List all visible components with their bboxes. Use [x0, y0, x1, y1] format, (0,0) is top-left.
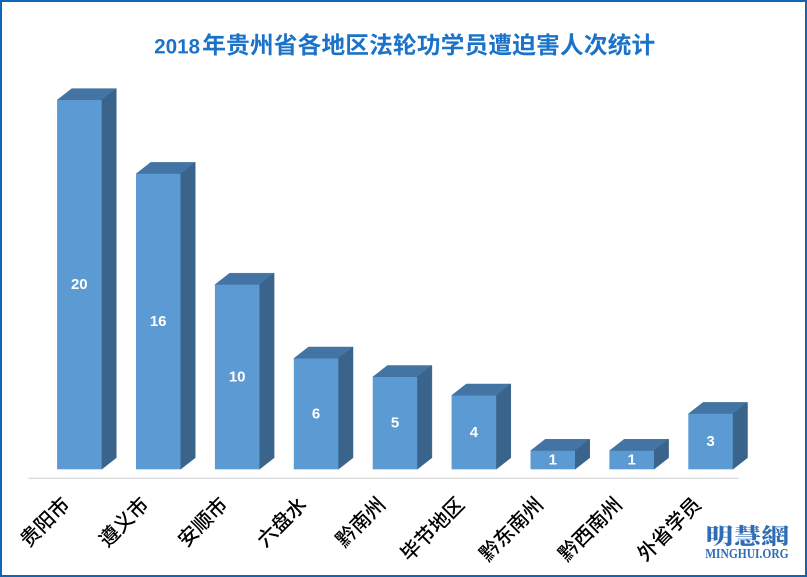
svg-text:MINGHUI.ORG: MINGHUI.ORG: [705, 546, 789, 561]
svg-text:20: 20: [71, 276, 88, 293]
svg-text:1: 1: [628, 452, 636, 469]
svg-text:3: 3: [706, 433, 714, 450]
svg-text:5: 5: [391, 415, 399, 432]
svg-text:1: 1: [549, 452, 557, 469]
svg-text:6: 6: [312, 405, 320, 422]
svg-text:16: 16: [150, 313, 167, 330]
svg-text:4: 4: [470, 424, 479, 441]
svg-text:10: 10: [229, 369, 246, 386]
